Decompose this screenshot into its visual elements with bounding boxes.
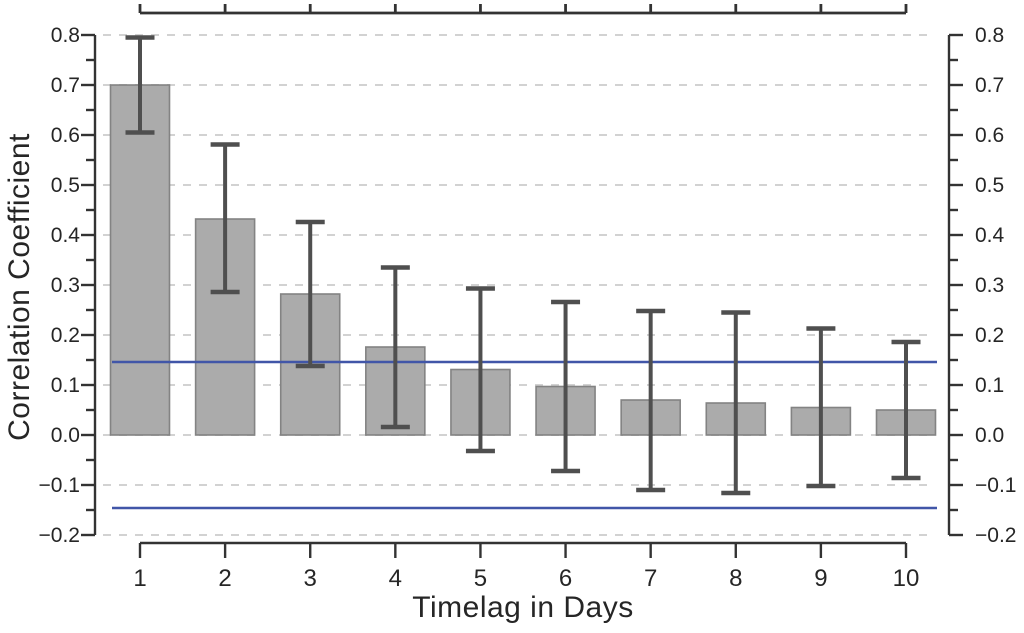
- y-tick-label-left: 0.7: [51, 74, 80, 97]
- x-tick-label: 6: [559, 565, 572, 592]
- y-tick-label-right: 0.0: [975, 424, 1004, 447]
- y-tick-label-left: 0.4: [51, 224, 81, 247]
- x-tick-label: 1: [133, 565, 146, 592]
- y-tick-label-left: 0.3: [51, 274, 80, 297]
- y-tick-label-left: 0.6: [51, 124, 80, 147]
- error-bar: [295, 219, 325, 369]
- y-tick-label-right: 0.2: [975, 324, 1004, 347]
- y-tick-label-right: −0.1: [975, 474, 1016, 497]
- x-tick-label: 3: [304, 565, 317, 592]
- error-bars-group: [125, 35, 921, 496]
- y-tick-label-right: 0.5: [975, 174, 1004, 197]
- top-axis-group: [138, 4, 908, 15]
- error-bar: [380, 265, 410, 430]
- x-tick-label: 5: [474, 565, 487, 592]
- error-bar: [636, 308, 666, 493]
- y-tick-label-left: −0.1: [39, 474, 80, 497]
- y-tick-label-left: 0.0: [51, 424, 80, 447]
- y-tick-label-right: 0.6: [975, 124, 1004, 147]
- y-tick-label-right: 0.3: [975, 274, 1004, 297]
- y-tick-label-right: 0.1: [975, 374, 1004, 397]
- y-tick-label-left: 0.2: [51, 324, 80, 347]
- y-tick-label-left: 0.5: [51, 174, 80, 197]
- error-bar: [210, 142, 240, 295]
- y-tick-label-right: 0.8: [975, 24, 1004, 47]
- x-tick-label: 8: [729, 565, 742, 592]
- y-axes-group: −0.2 −0.2 −0.1 −0.1 0.0 0.0 0.1 0.1 0.2 0.2 0.3 0.3…: [39, 24, 1017, 547]
- x-tick-label: 4: [389, 565, 402, 592]
- x-axis-title: Timelag in Days: [412, 591, 634, 624]
- x-tick-label: 2: [218, 565, 231, 592]
- bar: [109, 84, 171, 436]
- bottom-axis-group: 1 2 3 4 5 6 7 8 9 10: [133, 541, 920, 592]
- error-bar: [551, 299, 581, 474]
- y-tick-label-left: 0.1: [51, 374, 80, 397]
- y-axis-title: Correlation Coefficient: [3, 133, 36, 441]
- y-tick-label-right: −0.2: [975, 524, 1016, 547]
- y-tick-label-right: 0.7: [975, 74, 1004, 97]
- significance-lines-group: [112, 360, 937, 510]
- x-tick-label: 9: [814, 565, 827, 592]
- bars-group: [109, 84, 937, 436]
- y-tick-label-right: 0.4: [975, 224, 1005, 247]
- error-bar: [125, 35, 155, 135]
- error-bar: [721, 310, 751, 496]
- error-bar: [891, 339, 921, 481]
- error-bar: [806, 326, 836, 489]
- y-tick-label-left: 0.8: [51, 24, 80, 47]
- x-tick-label: 7: [644, 565, 657, 592]
- x-tick-label: 10: [893, 565, 920, 592]
- error-bar: [465, 286, 495, 454]
- y-tick-label-left: −0.2: [39, 524, 80, 547]
